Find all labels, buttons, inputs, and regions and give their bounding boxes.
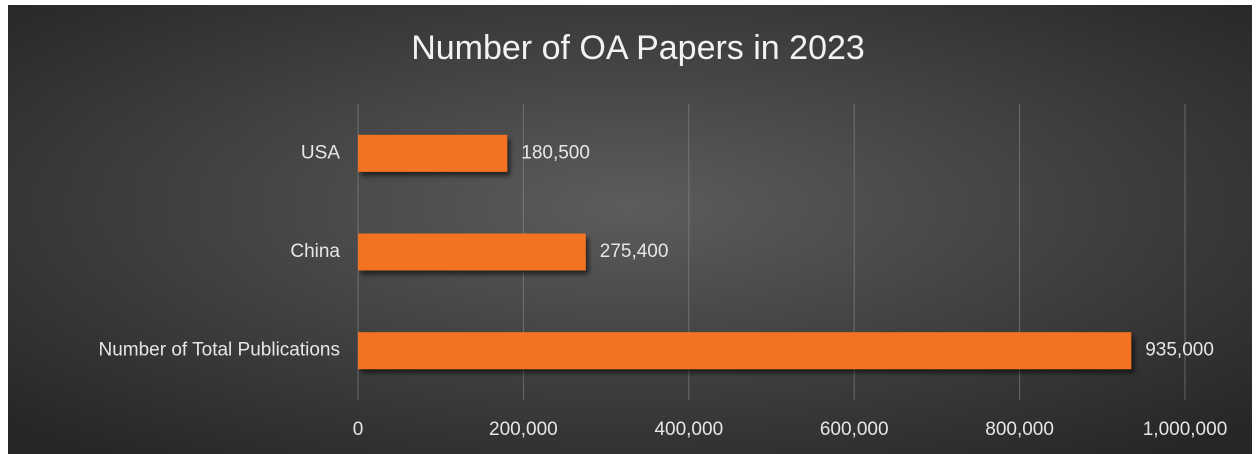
- y-tick-label: Number of Total Publications: [99, 340, 341, 361]
- bar: [358, 332, 1132, 370]
- chart-background: [8, 5, 1252, 454]
- data-label: 935,000: [1145, 340, 1214, 361]
- bar: [358, 134, 508, 172]
- x-tick-label: 200,000: [489, 419, 558, 440]
- data-label: 180,500: [521, 142, 590, 163]
- x-tick-label: 600,000: [820, 419, 889, 440]
- x-tick-label: 400,000: [654, 419, 723, 440]
- bar: [358, 233, 586, 271]
- data-label: 275,400: [600, 241, 669, 262]
- y-tick-label: USA: [301, 142, 340, 163]
- x-tick-label: 800,000: [985, 419, 1054, 440]
- chart-title: Number of OA Papers in 2023: [411, 29, 865, 67]
- x-tick-label: 0: [353, 419, 364, 440]
- y-tick-label: China: [290, 241, 340, 262]
- x-tick-label: 1,000,000: [1143, 419, 1228, 440]
